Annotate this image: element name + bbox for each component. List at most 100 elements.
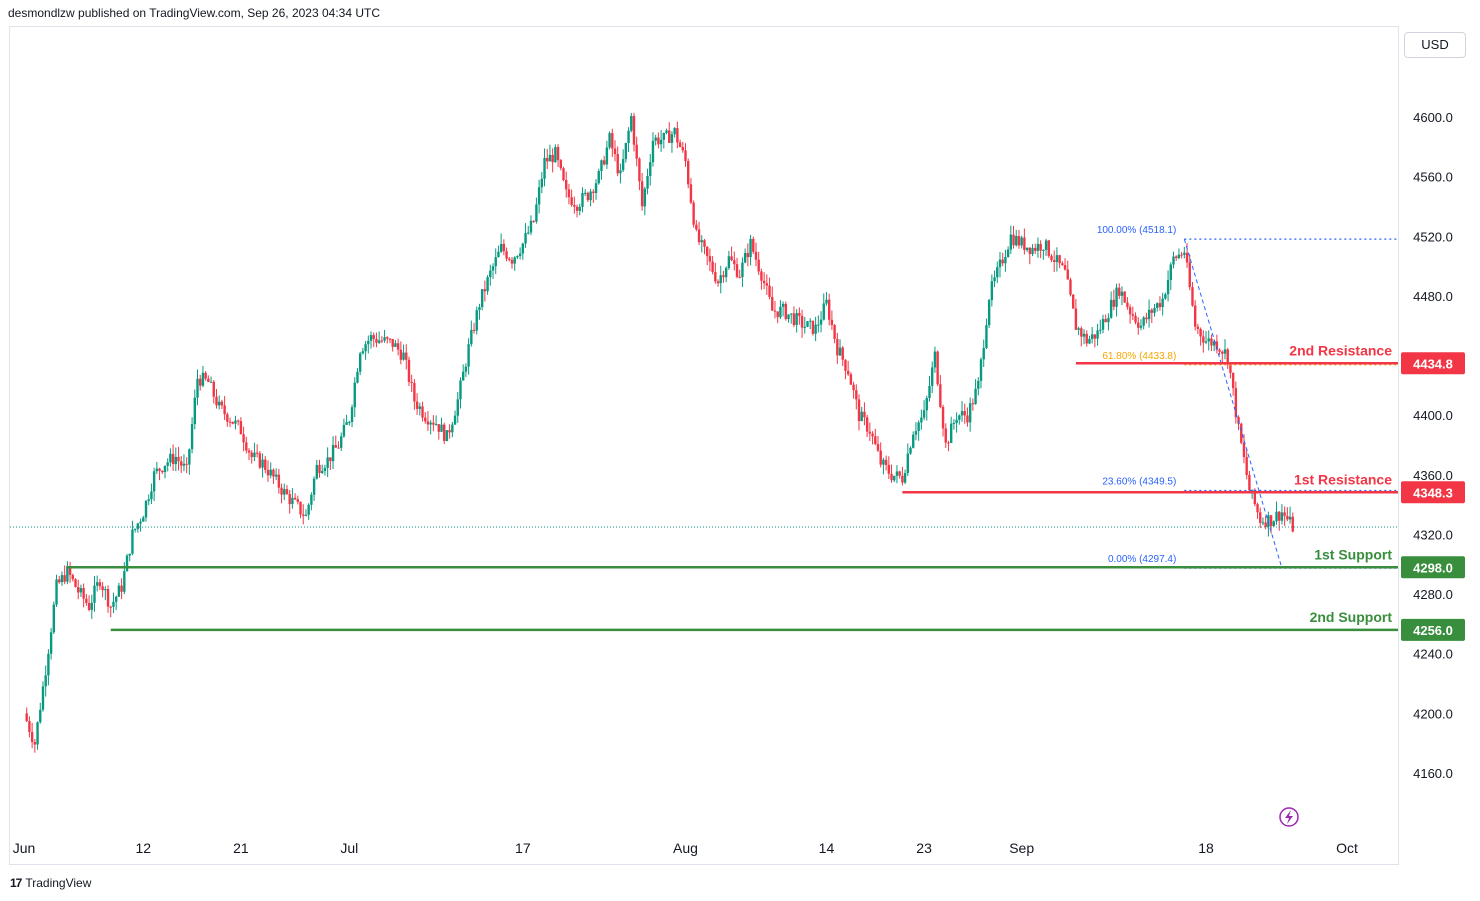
candle-body xyxy=(678,142,682,147)
candle-body xyxy=(787,314,790,320)
candle-body xyxy=(410,381,413,384)
lightning-icon[interactable] xyxy=(1279,807,1299,827)
candle-body xyxy=(467,344,470,367)
candle-body xyxy=(876,444,880,451)
tradingview-logo-icon[interactable]: 17 xyxy=(10,876,22,890)
candle-body xyxy=(589,191,592,201)
candle-body xyxy=(901,475,904,483)
candle-body xyxy=(632,115,636,145)
candle-body xyxy=(161,470,164,473)
candle-body xyxy=(388,338,392,340)
candle-body xyxy=(266,469,270,476)
candle-body xyxy=(136,523,140,529)
candle-body xyxy=(1104,319,1107,323)
candle-body xyxy=(646,176,649,189)
candle-body xyxy=(1112,299,1116,307)
candle-body xyxy=(1118,287,1121,296)
candle-body xyxy=(383,337,386,341)
candle-body xyxy=(185,463,188,465)
candle-body xyxy=(123,571,126,592)
candle-body xyxy=(944,428,947,443)
candle-body xyxy=(654,137,657,141)
candle-body xyxy=(714,272,717,282)
candle-body xyxy=(1085,333,1088,344)
candle-body xyxy=(727,256,731,268)
candle-body xyxy=(120,585,123,592)
candle-body xyxy=(90,602,93,610)
candle-body xyxy=(1096,330,1099,339)
candle-body xyxy=(708,256,712,262)
candle-body xyxy=(1166,279,1170,295)
candle-body xyxy=(372,335,375,339)
candle-body xyxy=(258,453,262,468)
candle-body xyxy=(833,325,836,339)
candle-body xyxy=(971,403,975,405)
y-tick-label: 4240.0 xyxy=(1413,647,1453,662)
candle-body xyxy=(114,596,118,602)
currency-selector[interactable]: USD xyxy=(1404,32,1466,58)
candle-body xyxy=(277,474,281,488)
candle-body xyxy=(188,449,191,465)
candle-body xyxy=(993,277,996,282)
candle-body xyxy=(223,405,226,415)
candle-body xyxy=(578,206,581,211)
candle-body xyxy=(152,471,156,492)
candle-body xyxy=(242,434,245,443)
candle-body xyxy=(215,396,218,406)
plot-area[interactable] xyxy=(9,26,1399,865)
candle-body xyxy=(1278,511,1281,521)
candle-body xyxy=(453,415,457,425)
candle-body xyxy=(846,370,850,375)
candle-body xyxy=(1088,338,1091,344)
candle-body xyxy=(87,603,91,610)
candle-body xyxy=(158,468,161,471)
candle-body xyxy=(1128,307,1132,315)
candle-body xyxy=(369,335,373,341)
candle-body xyxy=(830,319,834,326)
candle-body xyxy=(1272,521,1276,527)
candle-body xyxy=(611,133,614,149)
candle-body xyxy=(77,587,80,593)
candle-body xyxy=(838,347,842,356)
candle-body xyxy=(836,338,839,356)
candle-body xyxy=(1142,317,1145,326)
candle-body xyxy=(470,329,473,345)
candle-body xyxy=(705,246,709,257)
candle-body xyxy=(570,197,573,206)
candle-body xyxy=(1156,303,1159,308)
candle-body xyxy=(459,380,462,400)
candle-body xyxy=(968,403,972,423)
price-tag-label: 4256.0 xyxy=(1413,623,1453,638)
candle-body xyxy=(575,206,579,211)
candle-body xyxy=(429,422,432,425)
y-axis[interactable]: 4160.0 4200.0 4240.0 4280.0 4320.0 4360.0 4400… xyxy=(1413,110,1453,781)
candle-body xyxy=(819,319,823,325)
candle-body xyxy=(117,585,121,597)
candle-body xyxy=(291,497,294,505)
candle-body xyxy=(583,192,587,194)
candle-body xyxy=(719,275,722,284)
candle-body xyxy=(670,134,674,143)
candle-body xyxy=(551,154,554,163)
candle-body xyxy=(437,424,440,432)
candle-body xyxy=(643,188,647,207)
fib-level-label: 23.60% (4349.5) xyxy=(1102,476,1176,487)
candle-body xyxy=(315,464,318,479)
candle-body xyxy=(1071,294,1075,309)
x-tick-label: Jun xyxy=(13,840,36,856)
candle-body xyxy=(250,452,253,458)
candle-body xyxy=(350,407,354,422)
candle-body xyxy=(608,133,611,148)
candle-body xyxy=(597,171,600,184)
x-axis[interactable]: Jun 12 21 Jul 17 Aug 14 23 Sep 18 Oct xyxy=(13,840,1358,856)
candle-body xyxy=(217,401,221,406)
candle-body xyxy=(1283,512,1286,516)
candle-body xyxy=(247,450,251,453)
candle-body xyxy=(326,457,329,468)
candle-body xyxy=(765,283,769,286)
candle-body xyxy=(299,501,302,515)
candle-body xyxy=(1234,388,1238,418)
candle-body xyxy=(106,589,110,607)
candle-body xyxy=(413,383,416,402)
